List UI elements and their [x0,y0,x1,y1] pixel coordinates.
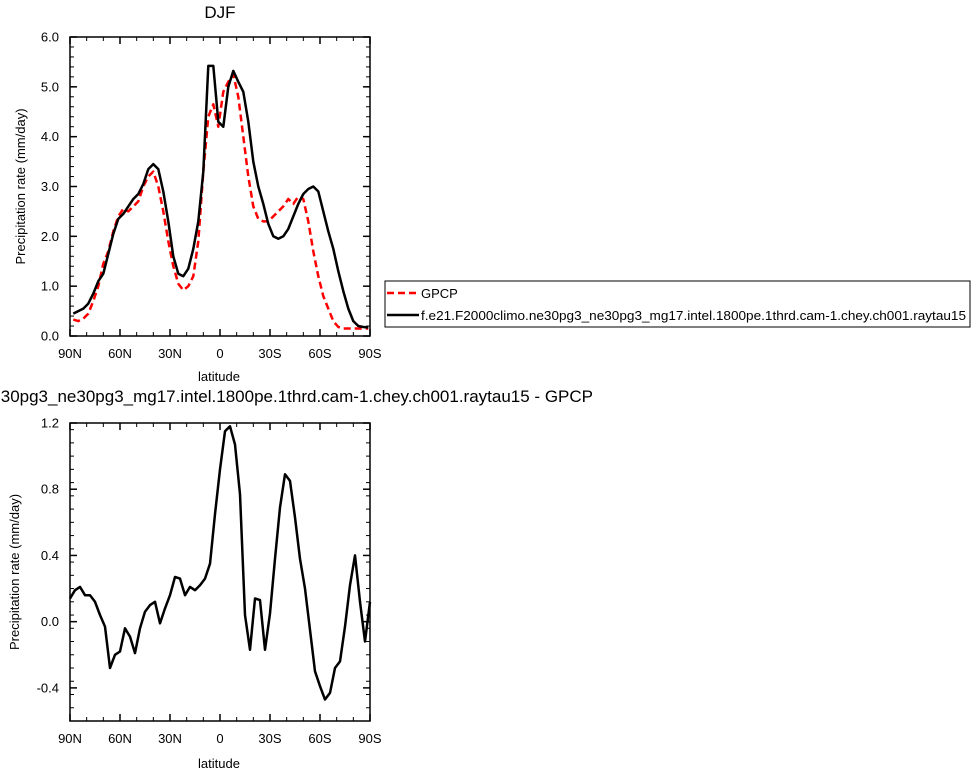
series-line-difference [68,425,372,701]
x-tick-label: 0 [216,731,223,746]
x-tick-label: 90S [358,731,381,746]
legend-label-model: f.e21.F2000climo.ne30pg3_ne30pg3_mg17.in… [421,309,966,323]
x-tick-label: 60S [308,346,331,361]
chart-djf: DJF 90N 60N 30N 0 30S 60S 90S 0.0 1.0 2.0 3.0 4.0 5.… [13,3,971,384]
tick-group: 90N 60N 30N 0 30S 60S 90S 0.0 1.0 2.0 3.0 4.0 5.0 6.0 [41,30,382,362]
series-line-gpcp [72,73,369,330]
plot-frame [69,36,371,337]
x-tick-label: 60N [108,731,132,746]
y-axis-label: Precipitation rate (mm/day) [7,494,22,650]
y-tick-label: 0.0 [41,329,59,344]
x-tick-label: 30S [258,346,281,361]
chart-title: DJF [204,3,235,22]
y-tick-label: 3.0 [41,179,59,194]
x-axis-label: latitude [198,756,240,771]
x-tick-label: 90N [58,731,82,746]
y-axis-label: Precipitation rate (mm/day) [13,108,28,264]
legend: GPCP f.e21.F2000climo.ne30pg3_ne30pg3_mg… [384,280,971,328]
series-group [68,425,372,701]
y-tick-label: -0.4 [37,680,59,695]
y-tick-label: 1.0 [41,279,59,294]
legend-box [384,280,971,328]
chart-title: f.e21.F2000climo.ne30pg3_ne30pg3_mg17.in… [0,387,593,406]
x-tick-label: 60N [108,346,132,361]
y-tick-label: 1.2 [41,416,59,431]
legend-label-gpcp: GPCP [421,286,458,301]
tick-group: 90N 60N 30N 0 30S 60S 90S -0.4 0.0 0.4 0.8 1.2 [37,416,382,747]
x-tick-label: 90N [58,346,82,361]
x-tick-label: 60S [308,731,331,746]
series-line-model [72,64,369,329]
x-tick-label: 0 [216,346,223,361]
series-group [72,64,369,330]
y-tick-label: 2.0 [41,229,59,244]
y-tick-label: 6.0 [41,30,59,45]
x-tick-label: 30S [258,731,281,746]
x-tick-label: 30N [158,346,182,361]
y-tick-label: 0.4 [41,548,59,563]
y-tick-label: 4.0 [41,129,59,144]
x-tick-label: 30N [158,731,182,746]
x-axis-label: latitude [198,369,240,384]
y-tick-label: 5.0 [41,79,59,94]
y-tick-label: 0.0 [41,614,59,629]
x-tick-label: 90S [358,346,381,361]
y-tick-label: 0.8 [41,482,59,497]
chart-difference: f.e21.F2000climo.ne30pg3_ne30pg3_mg17.in… [0,387,593,771]
